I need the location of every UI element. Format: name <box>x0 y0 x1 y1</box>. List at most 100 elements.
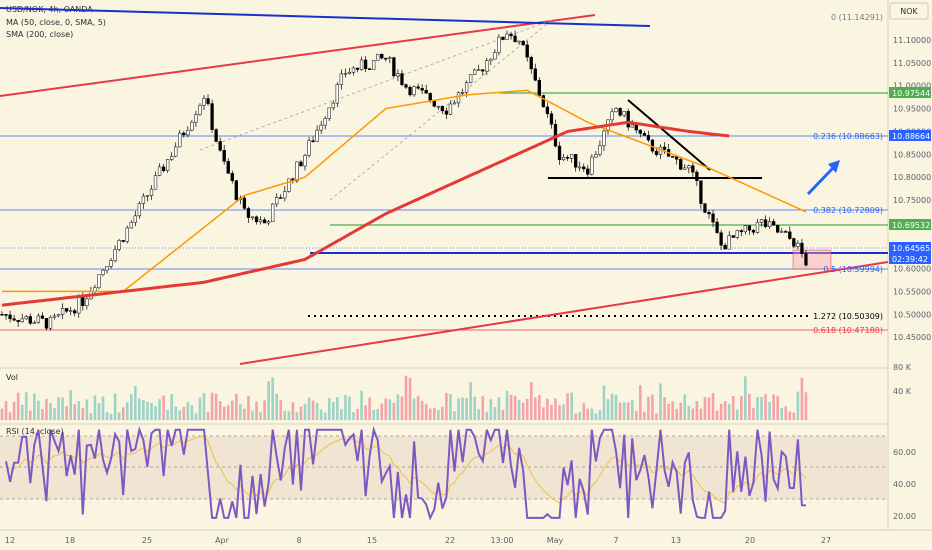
sma200-line[interactable] <box>1 120 730 307</box>
price-tick: 10.80000 <box>893 173 931 182</box>
candle-body <box>97 274 101 288</box>
volume-bar <box>586 408 590 420</box>
volume-bar <box>671 401 674 420</box>
candles[interactable] <box>0 30 808 331</box>
candle-body <box>420 88 424 91</box>
candle-body <box>117 240 121 250</box>
currency-box[interactable] <box>889 2 929 20</box>
volume-bar <box>566 393 569 420</box>
candle-body <box>218 141 222 151</box>
candle-body <box>174 146 178 157</box>
volume-bar <box>279 400 283 420</box>
volume-bar <box>396 394 400 420</box>
sma200-legend[interactable]: SMA (200, close) <box>6 30 74 39</box>
channel-upper-red[interactable] <box>0 14 596 97</box>
rsi-axis: 60.00 40.00 20.00 <box>893 448 916 521</box>
candle-body <box>85 298 89 306</box>
volume-bar <box>570 392 573 420</box>
up-arrow-icon[interactable] <box>828 160 840 173</box>
volume-bar <box>679 402 683 420</box>
candle-body <box>703 203 707 213</box>
candle-body <box>788 231 792 239</box>
volume-bar <box>473 396 476 420</box>
volume-bar <box>121 407 125 420</box>
volume-bar <box>331 401 335 420</box>
candle-body <box>739 230 743 233</box>
volume-bar <box>166 409 169 420</box>
price-tick: 10.85000 <box>893 150 931 159</box>
candle-body <box>800 242 804 254</box>
candle-body <box>40 315 45 319</box>
volume-bar <box>218 401 222 420</box>
candle-body <box>73 310 77 314</box>
candle-body <box>614 108 618 113</box>
volume-bar <box>687 405 691 420</box>
volume-bar <box>150 402 153 420</box>
volume-bar <box>202 393 206 420</box>
candle-body <box>36 315 41 323</box>
candle-body <box>323 118 327 126</box>
volume-bar <box>364 405 367 420</box>
descending-black-trendline[interactable] <box>627 99 711 171</box>
volume-bar <box>445 393 448 420</box>
price-axis[interactable]: 11.1000011.0500011.0000010.9500010.90000… <box>893 36 931 342</box>
resistance-blue-trendline[interactable] <box>0 7 651 27</box>
time-tick: 25 <box>142 536 152 545</box>
volume-bar <box>529 381 533 420</box>
candle-body <box>622 111 626 116</box>
volume-bar <box>336 397 339 420</box>
candle-body <box>186 129 190 136</box>
ma50-line[interactable] <box>2 89 807 293</box>
rsi-line[interactable] <box>5 425 807 521</box>
candle-body <box>355 67 360 70</box>
volume-bar <box>113 393 117 420</box>
volume-bar <box>493 407 497 420</box>
volume-bar <box>388 399 392 420</box>
volume-bar <box>198 397 202 420</box>
candle-body <box>464 82 469 93</box>
candle-body <box>367 68 372 70</box>
candle-body <box>153 175 158 190</box>
candle-body <box>129 222 133 229</box>
volume-bar <box>142 400 145 420</box>
candle-body <box>428 92 432 102</box>
candle-body <box>275 197 279 205</box>
price-tick: 11.05000 <box>893 59 931 68</box>
fib-label: 0.382 (10.72809) <box>813 206 883 215</box>
ma50-legend[interactable]: MA (50, close, 0, SMA, 5) <box>6 18 106 27</box>
volume-bar <box>117 412 121 420</box>
volume-bar <box>481 396 485 420</box>
time-tick: 22 <box>445 536 455 545</box>
volume-bar <box>89 413 93 420</box>
time-tick: 7 <box>613 536 618 545</box>
volume-bar <box>226 405 230 420</box>
candle-body <box>642 133 647 136</box>
volume-bar <box>772 394 775 420</box>
candle-body <box>69 310 73 312</box>
volume-bar <box>764 394 767 420</box>
volume-bar <box>129 394 133 420</box>
candle-body <box>565 157 570 159</box>
candle-body <box>687 165 691 169</box>
candle-body <box>675 156 679 160</box>
volume-bar <box>788 411 792 420</box>
volume-bar <box>667 403 670 420</box>
candle-body <box>190 121 194 131</box>
candle-body <box>24 316 28 320</box>
volume-bar <box>719 403 723 420</box>
volume-bar <box>643 411 646 420</box>
candle-body <box>735 230 739 238</box>
volume-bar <box>8 412 12 420</box>
volume-bar <box>497 397 501 420</box>
volume-bar <box>368 397 371 420</box>
channel-lower-red[interactable] <box>239 261 889 365</box>
time-axis[interactable]: 12 18 25 Apr 8 15 22 13:00 May 7 13 20 27 <box>5 536 831 545</box>
candle-body <box>751 229 756 233</box>
highlight-box[interactable] <box>792 249 832 270</box>
candle-body <box>440 105 445 112</box>
volume-bar <box>792 412 796 420</box>
volume-bar <box>20 404 24 420</box>
candle-body <box>481 69 485 72</box>
volume-bar <box>243 408 246 420</box>
